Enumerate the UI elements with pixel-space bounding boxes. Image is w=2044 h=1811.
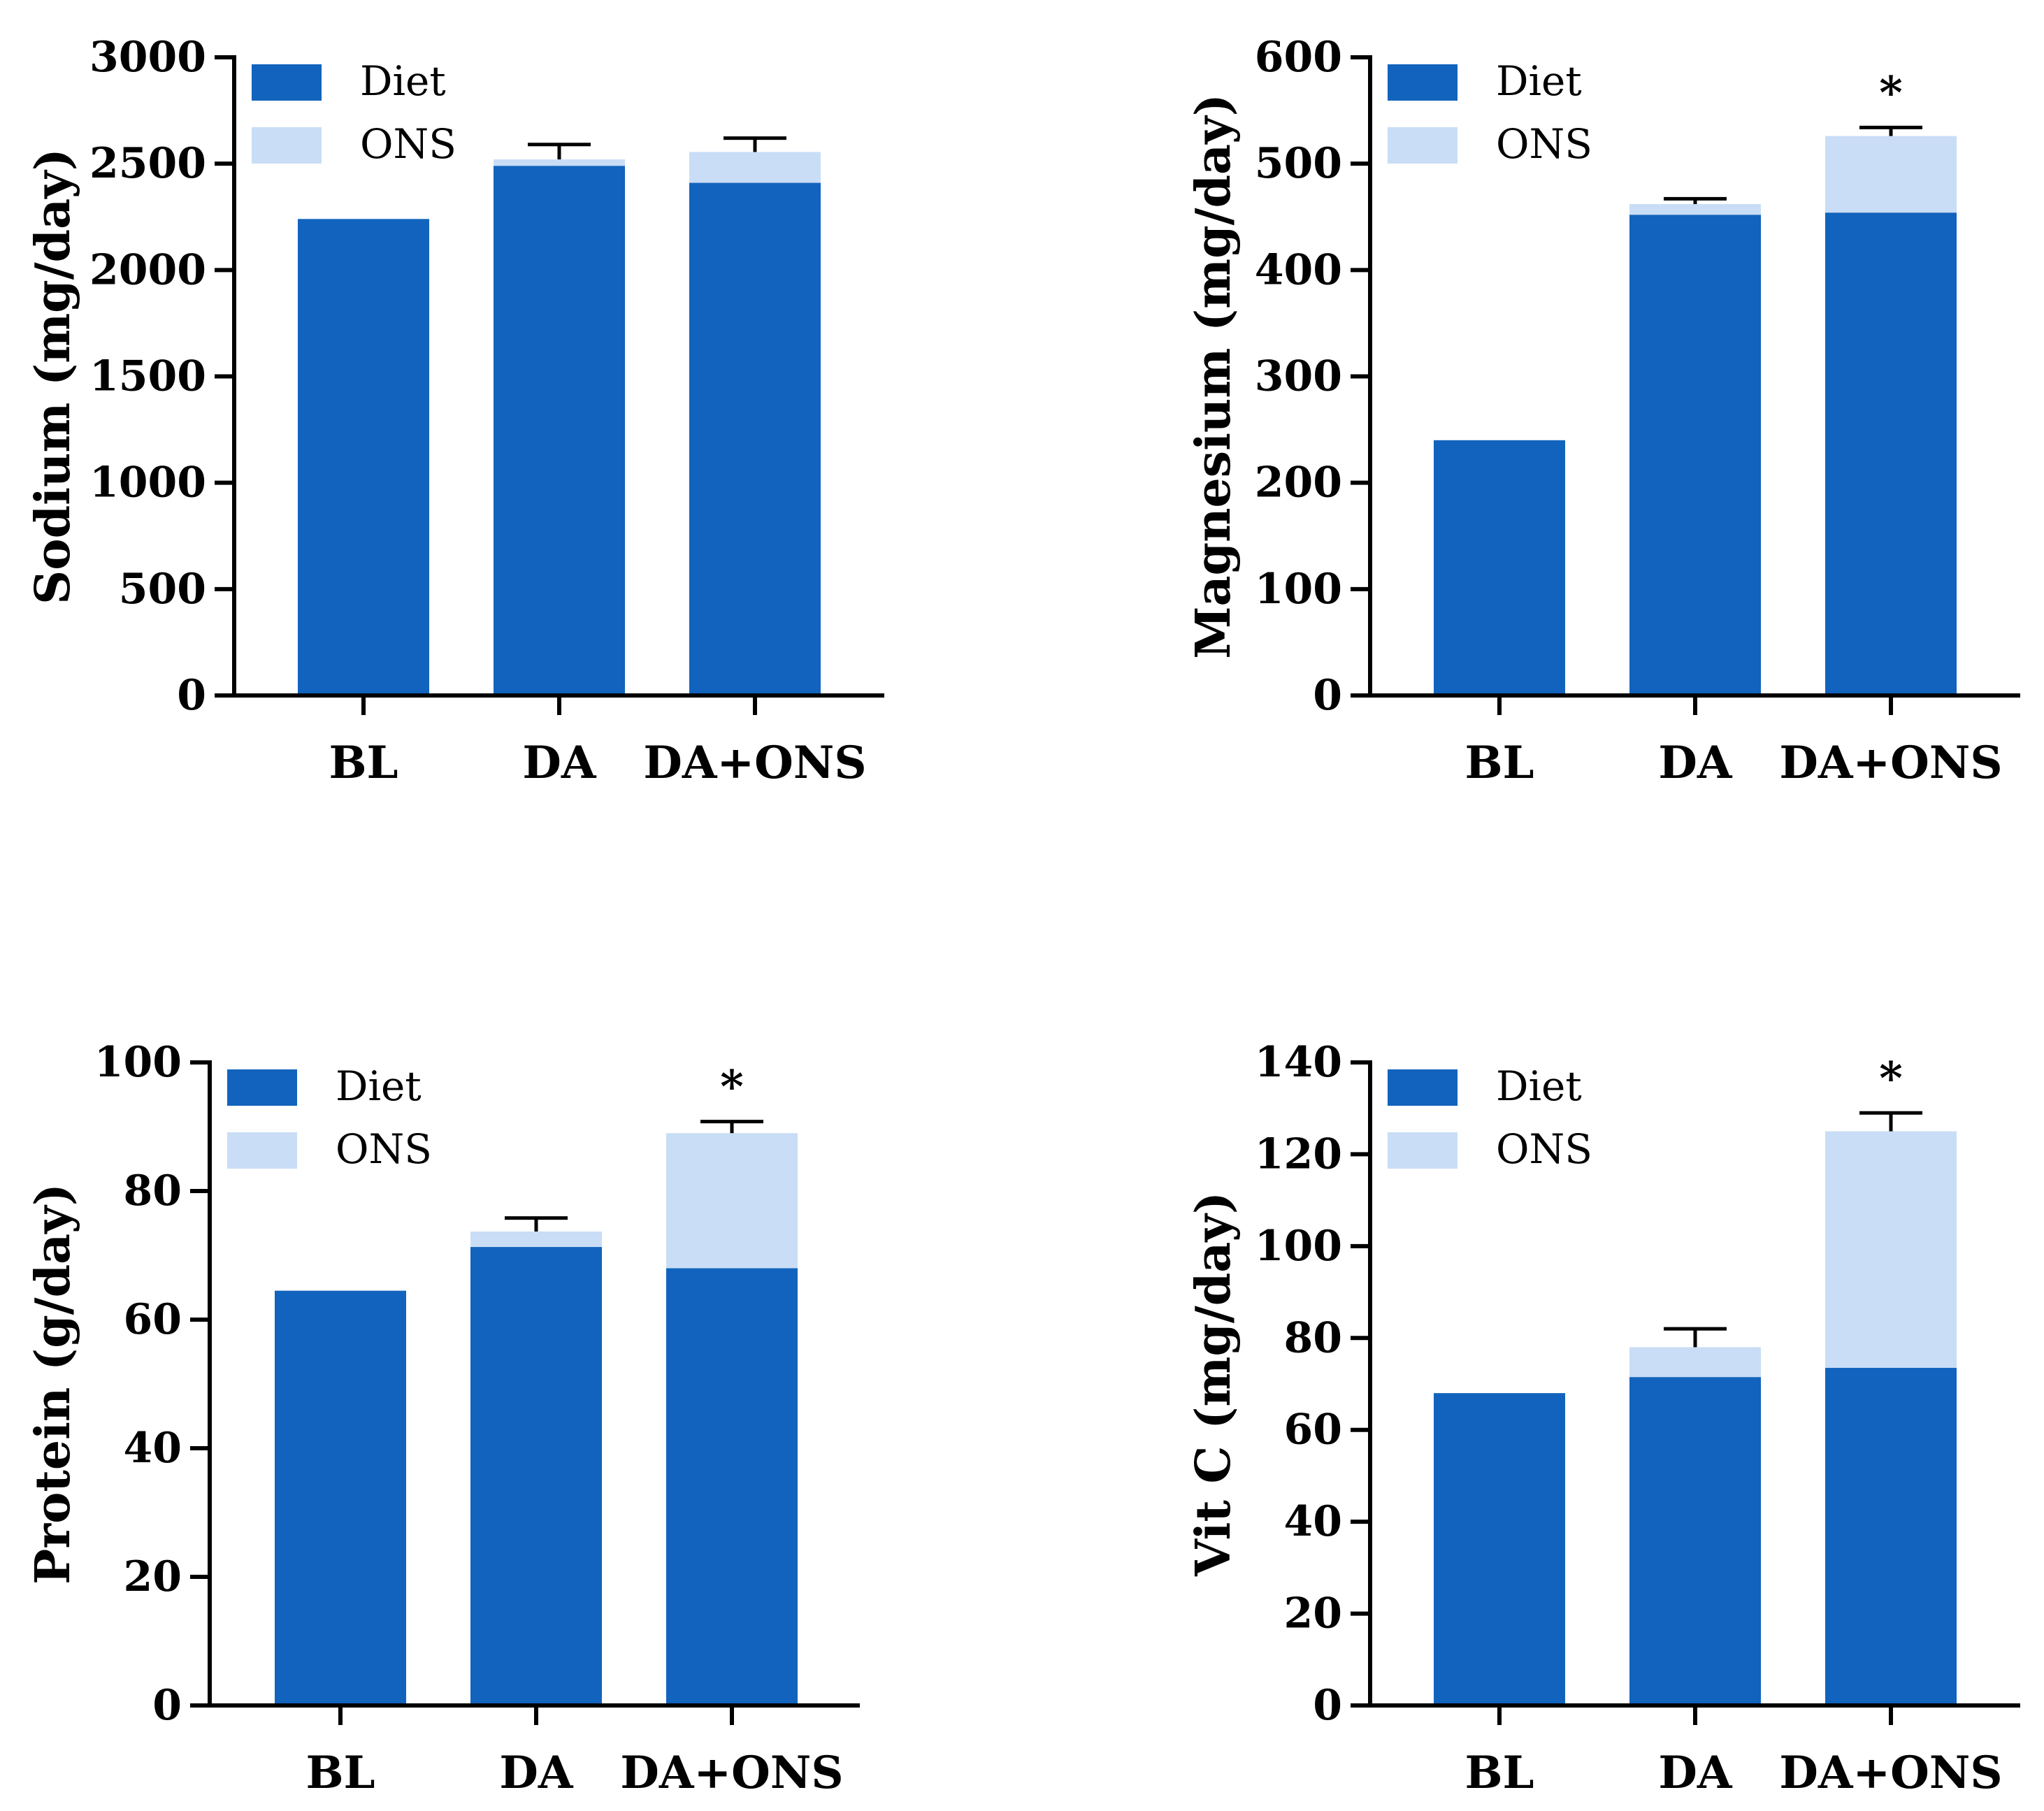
chart-vitc: BL DA * DA+ONS 0 20 40 60 80 100 120 140 Vit C (mg/d… — [1186, 1038, 2020, 1799]
legend-swatch-diet — [1388, 1069, 1458, 1106]
legend-label-diet: Diet — [336, 1062, 422, 1110]
significance-marker: * — [1879, 1052, 1902, 1104]
x-tick-label: DA — [522, 737, 597, 789]
y-tick-label: 2500 — [89, 139, 206, 188]
x-tick-label: DA+ONS — [643, 737, 866, 789]
bar-diet-daons — [1825, 1368, 1957, 1705]
y-axis-label: Protein (g/day) — [25, 1183, 81, 1585]
bar-ons-da — [1629, 203, 1761, 215]
y-tick-label: 100 — [94, 1038, 182, 1087]
bar-diet-da — [470, 1247, 602, 1705]
y-tick-label: 100 — [1255, 565, 1342, 614]
bar-diet-daons — [689, 182, 821, 696]
y-tick-label: 100 — [1255, 1222, 1342, 1271]
y-axis-label: Sodium (mg/day) — [25, 148, 81, 605]
bar-diet-daons — [1825, 212, 1957, 695]
legend-swatch-ons — [1388, 1132, 1458, 1169]
bar-ons-da — [470, 1231, 602, 1248]
legend-swatch-diet — [1388, 64, 1458, 101]
bar-diet-bl — [275, 1290, 406, 1705]
bar-diet-da — [1629, 215, 1761, 695]
y-tick-label: 40 — [1284, 1497, 1343, 1546]
significance-marker: * — [1879, 66, 1902, 119]
x-tick-label: DA+ONS — [1779, 1747, 2002, 1799]
x-tick-label: BL — [1464, 737, 1534, 789]
y-tick-label: 400 — [1255, 245, 1342, 294]
chart-magnesium: BL DA * DA+ONS 0 100 200 300 400 500 600 Magnesium … — [1186, 33, 2020, 789]
x-tick-label: BL — [305, 1747, 375, 1799]
y-tick-label: 80 — [1284, 1313, 1343, 1362]
legend-swatch-ons — [227, 1132, 297, 1169]
legend-swatch-ons — [252, 127, 322, 164]
bar-diet-bl — [298, 219, 429, 695]
y-tick-label: 0 — [1313, 1681, 1342, 1730]
y-tick-label: 40 — [124, 1424, 182, 1473]
legend-label-ons: ONS — [1496, 120, 1592, 168]
bar-ons-da — [494, 159, 625, 166]
y-tick-label: 80 — [124, 1167, 182, 1215]
y-tick-label: 0 — [1313, 671, 1342, 720]
x-tick-label: DA — [1658, 1747, 1733, 1799]
x-tick-label: DA — [499, 1747, 574, 1799]
bar-diet-da — [1629, 1377, 1761, 1705]
x-tick-label: DA+ONS — [1779, 737, 2002, 789]
significance-marker: * — [720, 1061, 743, 1113]
bar-ons-daons — [1825, 136, 1957, 213]
y-tick-label: 500 — [1255, 139, 1342, 188]
chart-sodium: BL DA DA+ONS 0 500 1000 1500 2000 2500 3000 Sodium… — [25, 33, 884, 789]
bar-diet-daons — [666, 1268, 798, 1705]
bar-ons-daons — [689, 152, 821, 183]
bar-diet-da — [494, 166, 625, 695]
y-tick-label: 300 — [1255, 352, 1342, 401]
y-tick-label: 3000 — [89, 33, 206, 82]
x-tick-label: BL — [1464, 1747, 1534, 1799]
chart-protein: BL DA * DA+ONS 0 20 40 60 80 100 Protein (g/day) Di… — [25, 1038, 860, 1799]
y-tick-label: 140 — [1255, 1038, 1342, 1087]
legend-swatch-ons — [1388, 127, 1458, 164]
x-tick-label: DA+ONS — [620, 1747, 843, 1799]
legend-label-diet: Diet — [1496, 1062, 1582, 1110]
y-tick-label: 0 — [152, 1681, 182, 1730]
y-tick-label: 120 — [1255, 1130, 1342, 1178]
legend-label-ons: ONS — [336, 1125, 432, 1173]
legend-label-diet: Diet — [360, 57, 446, 105]
y-tick-label: 600 — [1255, 33, 1342, 82]
x-tick-label: DA — [1658, 737, 1733, 789]
y-tick-label: 1500 — [89, 352, 206, 401]
legend-label-diet: Diet — [1496, 57, 1582, 105]
y-tick-label: 200 — [1255, 459, 1342, 507]
y-axis-label: Vit C (mg/day) — [1186, 1192, 1241, 1577]
y-tick-label: 20 — [124, 1552, 182, 1601]
legend-label-ons: ONS — [1496, 1125, 1592, 1173]
legend-label-ons: ONS — [360, 120, 456, 168]
x-tick-label: BL — [329, 737, 398, 789]
legend-swatch-diet — [227, 1069, 297, 1106]
legend-swatch-diet — [252, 64, 322, 101]
y-axis-label: Magnesium (mg/day) — [1186, 94, 1241, 659]
bar-ons-daons — [666, 1133, 798, 1269]
bar-diet-bl — [1434, 440, 1565, 695]
y-tick-label: 2000 — [89, 245, 206, 294]
y-tick-label: 60 — [1284, 1406, 1343, 1455]
bar-diet-bl — [1434, 1393, 1565, 1705]
y-tick-label: 60 — [124, 1295, 182, 1344]
bar-ons-daons — [1825, 1131, 1957, 1368]
y-tick-label: 1000 — [89, 459, 206, 507]
bar-ons-da — [1629, 1347, 1761, 1378]
y-tick-label: 0 — [177, 671, 206, 720]
y-tick-label: 20 — [1284, 1589, 1343, 1638]
y-tick-label: 500 — [119, 565, 206, 614]
